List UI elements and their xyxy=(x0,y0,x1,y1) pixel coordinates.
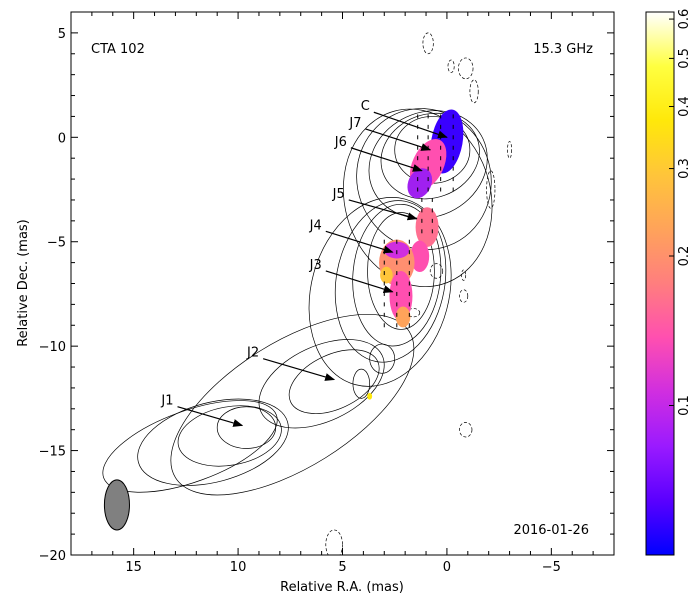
colorbar-tick-label: 0.2 xyxy=(677,246,692,267)
component-arrow xyxy=(365,128,432,151)
contour xyxy=(352,368,370,399)
component-arrow xyxy=(325,230,394,254)
contour xyxy=(137,398,289,486)
colorbar-tick-label: 0.3 xyxy=(677,158,692,179)
contour xyxy=(102,400,278,493)
contour xyxy=(380,112,480,200)
contour xyxy=(258,339,385,429)
contour xyxy=(334,200,447,363)
component-arrow xyxy=(350,147,423,172)
negative-contour xyxy=(429,263,444,279)
x-tick-label: 15 xyxy=(125,560,142,575)
contour xyxy=(356,108,492,250)
colorbar-tick-label: 0.5 xyxy=(677,48,692,69)
y-tick-label: −20 xyxy=(39,549,66,564)
plot-area xyxy=(102,32,513,555)
component-label: J5 xyxy=(332,187,345,202)
polarization-patch xyxy=(367,392,373,400)
axes-frame xyxy=(70,11,615,556)
y-axis-label: Relative Dec. (mas) xyxy=(16,219,31,347)
colorbar-tick-label: 0.6 xyxy=(677,9,692,30)
colorbar: 0.1 0.2 0.3 0.4 0.5 0.6 xyxy=(645,9,692,556)
polarization-patch xyxy=(380,266,393,284)
contour xyxy=(308,197,452,387)
y-tick-label: −5 xyxy=(47,236,66,251)
contour xyxy=(216,406,277,449)
component-arrow xyxy=(262,358,336,381)
component-arrow xyxy=(373,111,448,139)
frequency-label: 15.3 GHz xyxy=(533,42,593,57)
negative-contour xyxy=(459,422,473,438)
source-name: CTA 102 xyxy=(91,42,145,57)
component-arrow xyxy=(325,270,394,293)
component-arrow xyxy=(348,199,418,221)
x-axis-label: Relative R.A. (mas) xyxy=(280,580,404,595)
negative-contour xyxy=(458,57,474,80)
colorbar-tick-label: 0.4 xyxy=(677,96,692,117)
component-label: J4 xyxy=(309,218,322,233)
colorbar-bar xyxy=(645,11,675,556)
y-tick-label: −15 xyxy=(39,445,66,460)
polarization-patch xyxy=(384,241,410,259)
polarization-patch xyxy=(415,207,439,247)
contour xyxy=(170,313,415,496)
colorbar-tick-label: 0.1 xyxy=(677,395,692,416)
component-label: J6 xyxy=(334,135,347,150)
x-tick-label: 10 xyxy=(230,560,247,575)
negative-contour xyxy=(325,529,343,555)
beam-ellipse xyxy=(103,479,130,531)
negative-contour xyxy=(422,32,434,55)
contour xyxy=(368,110,488,219)
component-label: J1 xyxy=(160,394,173,409)
y-tick-label: 5 xyxy=(58,27,66,42)
x-tick-label: 0 xyxy=(443,560,451,575)
component-label: J2 xyxy=(246,346,259,361)
epoch-date: 2016-01-26 xyxy=(513,523,589,538)
negative-contour xyxy=(447,59,455,73)
x-tick-label: 5 xyxy=(338,560,346,575)
negative-contour xyxy=(486,170,496,209)
negative-contour xyxy=(469,79,479,104)
contour xyxy=(369,343,396,374)
negative-contour xyxy=(507,141,513,159)
polarization-patch xyxy=(410,240,430,273)
negative-contour xyxy=(461,269,467,281)
y-tick-label: 0 xyxy=(58,131,66,146)
contour xyxy=(288,349,380,414)
component-label: C xyxy=(361,99,370,114)
contour xyxy=(177,405,282,467)
x-tick-label: −5 xyxy=(542,560,561,575)
polarization-patch xyxy=(395,306,411,328)
contour xyxy=(367,212,435,330)
negative-contour xyxy=(459,289,469,303)
component-label: J3 xyxy=(309,258,322,273)
y-tick-label: −10 xyxy=(39,340,66,355)
component-label: J7 xyxy=(348,116,361,131)
axis-ticks: 15 10 5 0 −5 5 0 −5 −10 −15 −20 xyxy=(39,12,614,575)
component-arrow xyxy=(177,406,244,427)
contour xyxy=(352,203,442,347)
polarization-patch xyxy=(407,168,433,199)
